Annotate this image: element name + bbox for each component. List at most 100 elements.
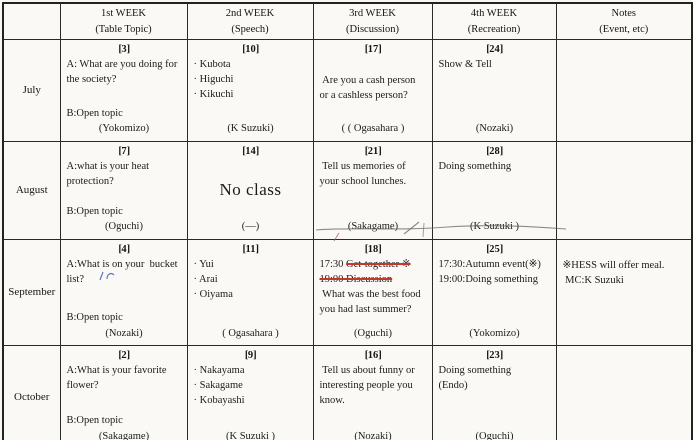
bracket-glyph: ] (126, 43, 131, 55)
bracket-glyph: [ (118, 243, 122, 255)
cell-text-line: 17:30:Autumn event(※) (438, 258, 541, 270)
cell-date: [7] (118, 145, 130, 157)
cell-text-line: 19:00:Doing something (438, 273, 538, 285)
bracket-glyph: [ (242, 243, 247, 255)
cell-content: ※HESS will offer meal. MC:K Suzuki (557, 240, 691, 344)
cell-content: [16] Tell us about funny or interesting … (314, 346, 431, 440)
cell-october-week4: [23] Doing something (Endo) (Oguchi) (431, 344, 557, 440)
bracket-glyph: ] (126, 349, 131, 361)
bracket-glyph: ] (378, 43, 382, 55)
spacer (67, 87, 182, 106)
spacer (320, 318, 427, 326)
bracket-glyph: ] (255, 243, 259, 255)
cell-august-week4: [28] Doing something (K Suzuki ) (431, 140, 557, 240)
presenter-name: (Nozaki) (475, 123, 514, 135)
presenter-name: (K Suzuki ) (470, 221, 519, 233)
cell-date: [21] (364, 145, 382, 157)
cell-text-line: ※HESS will offer meal. (562, 259, 665, 271)
bracket-glyph: [ (486, 349, 490, 361)
cell-date: [3] (118, 43, 131, 55)
cell-september-week3: [18] 17:30 Get-together ※ 19:00 Discussion… (312, 238, 433, 346)
col-header-subline: (Table Topic) (95, 23, 152, 35)
cell-text-line: · Yui (193, 258, 214, 270)
month-label-september: September (2, 238, 61, 346)
col-header-line: 3rd WEEK (349, 8, 396, 19)
cell-date: [9] (244, 349, 257, 361)
cell-date: [23] (486, 349, 503, 361)
bracket-glyph: [ (486, 145, 490, 157)
cell-date: [14] (242, 145, 260, 157)
spacer (320, 103, 427, 121)
spacer (194, 409, 308, 429)
cell-july-week3: [17] Are you a cash person or a cashless… (312, 38, 433, 142)
cell-content: [17] Are you a cash person or a cashless… (314, 40, 431, 140)
bracket-glyph: ] (499, 243, 504, 255)
corner-cell (2, 2, 61, 40)
col-header-week2: 2nd WEEK (Speech) (186, 2, 314, 40)
spacer (563, 242, 687, 258)
cell-text-line: A: What are you doing for the society? (66, 58, 181, 85)
cell-july-week2: [10] · Kubota · Higuchi · Kikuchi (K Suzuki) (186, 38, 314, 142)
month-label-august: August (2, 140, 61, 240)
presenter-name: (Oguchi) (105, 221, 143, 233)
cell-text-line: Doing something (438, 365, 512, 377)
cell-content: [14] No class (—) (188, 142, 312, 238)
presenter-name: ( ( Ogasahara ) (341, 123, 405, 135)
cell-september-notes: ※HESS will offer meal. MC:K Suzuki (555, 238, 693, 346)
bracket-glyph: [ (118, 145, 122, 157)
table-row-october: October [2] A:What is your favorite flowe… (2, 344, 693, 440)
bracket-glyph: [ (364, 145, 369, 157)
cell-date: [25] (486, 243, 504, 255)
bracket-glyph: [ (118, 349, 122, 361)
bracket-glyph: ] (255, 145, 260, 157)
cell-text-line: · Kobayashi (193, 395, 245, 407)
cell-date: [24] (486, 43, 503, 55)
cell-content: [7] A:what is your heat protection? B:Open… (61, 142, 186, 238)
spacer (194, 202, 308, 219)
presenter-name: (Oguchi) (475, 430, 514, 440)
cell-september-week2: [11] · Yui · Arai · Oiyama ( Ogasahara ) (186, 238, 314, 346)
bracket-glyph: ] (378, 145, 382, 157)
cell-august-week2: [14] No class (—) (186, 140, 314, 240)
cell-august-week3: [21] Tell us memories of your school lun… (312, 140, 433, 240)
cell-august-notes (555, 140, 693, 240)
cell-text-line: A:What is your favorite flower? (66, 365, 170, 392)
spacer (439, 393, 551, 428)
cell-content (557, 346, 691, 440)
cell-text-line: · Oiyama (193, 289, 233, 301)
cell-october-week1: [2] A:What is your favorite flower? B:Open… (59, 344, 188, 440)
cell-content: [21] Tell us memories of your school lun… (314, 142, 431, 238)
cell-text-line: · Kikuchi (193, 89, 234, 101)
bracket-glyph: [ (486, 43, 490, 55)
cell-content: [3] A: What are you doing for the society… (61, 40, 186, 140)
cell-text-line: Doing something (438, 160, 512, 172)
cell-text-line: · Kubota (193, 58, 231, 70)
cell-content: [24] Show & Tell (Nozaki) (433, 40, 555, 140)
cell-text-line: MC:K Suzuki (562, 274, 624, 286)
cell-october-week3: [16] Tell us about funny or interesting … (312, 344, 433, 440)
cell-content: [28] Doing something (K Suzuki ) (433, 142, 555, 238)
table-row-august: August [7] A:what is your heat protection… (2, 140, 693, 240)
bracket-glyph: [ (118, 43, 122, 55)
cell-text-line: Show & Tell (438, 58, 492, 70)
presenter-name: ( Ogasahara ) (222, 327, 279, 339)
cell-date: [18] (364, 243, 382, 255)
cell-text-line: Tell us about funny or interesting peopl… (319, 365, 418, 407)
col-header-line: 2nd WEEK (225, 8, 275, 19)
presenter-name: (—) (241, 221, 260, 233)
spacer (67, 393, 182, 413)
col-header-subline: (Event, etc) (599, 23, 649, 35)
col-header-subline: (Recreation) (467, 23, 521, 35)
cell-content: [2] A:What is your favorite flower? B:Open… (61, 346, 186, 440)
col-header-subline: (Discussion) (345, 23, 400, 35)
cell-september-week1: [4] A:What is on your bucket list? B:Open … (59, 238, 188, 346)
col-header-week4: 4th WEEK (Recreation) (431, 2, 557, 40)
cell-content (557, 40, 691, 140)
cell-october-notes (555, 344, 693, 440)
month-label-july: July (2, 38, 61, 142)
bracket-glyph: [ (242, 43, 246, 55)
col-header-week3: 3rd WEEK (Discussion) (312, 2, 433, 40)
bracket-glyph: ] (378, 243, 382, 255)
cell-text-line: · Higuchi (193, 73, 234, 85)
